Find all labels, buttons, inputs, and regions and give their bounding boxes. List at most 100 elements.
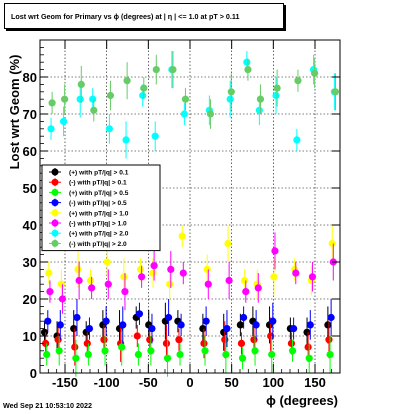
data-point [119, 321, 127, 329]
data-point [57, 280, 65, 288]
data-point [255, 106, 263, 114]
data-point [100, 336, 108, 344]
data-point [243, 58, 251, 66]
data-point [244, 66, 252, 74]
data-point [201, 347, 209, 355]
data-point [89, 95, 97, 103]
data-point [268, 350, 276, 359]
legend-label: (-) with pT/|q| > 0.5 [69, 200, 127, 207]
y-tick-label: 10 [23, 329, 37, 344]
data-point [103, 258, 111, 266]
data-point [272, 91, 280, 100]
data-point [135, 310, 144, 318]
data-point [222, 350, 230, 359]
data-point [59, 117, 68, 125]
legend-marker [51, 188, 59, 196]
x-axis-label: ϕ (degrees) [266, 393, 338, 408]
x-tick-label: -150 [52, 375, 78, 390]
data-point [269, 317, 277, 325]
data-point [306, 321, 314, 329]
data-point [176, 350, 184, 359]
data-point [327, 313, 335, 322]
x-tick-label: 150 [304, 375, 326, 390]
data-point [71, 343, 79, 351]
legend-box [41, 164, 161, 252]
data-point [122, 136, 130, 144]
x-tick-label: -100 [94, 375, 120, 390]
data-point [240, 313, 248, 322]
data-point [75, 276, 83, 285]
data-point [251, 347, 259, 355]
data-point [303, 328, 311, 336]
data-point [150, 262, 158, 270]
legend-label: (+) with pT/|q| > 2.0 [69, 231, 129, 238]
data-point [177, 321, 185, 329]
data-point [167, 265, 175, 273]
data-point [304, 343, 312, 351]
data-point [90, 106, 98, 114]
data-point [179, 269, 187, 277]
data-point [238, 354, 247, 362]
data-point [152, 66, 160, 74]
data-point [328, 239, 336, 248]
data-point [226, 95, 234, 103]
data-point [48, 99, 56, 107]
data-point [105, 125, 113, 133]
data-point [293, 136, 301, 144]
y-axis-label: Lost wrt Geom (%) [7, 55, 22, 170]
data-point [203, 265, 211, 273]
data-point [162, 339, 171, 347]
data-point [61, 95, 69, 103]
data-point [204, 280, 212, 288]
data-point [120, 273, 128, 281]
legend-label: (+) with pT/|q| > 0.5 [69, 190, 129, 197]
data-point [273, 84, 281, 92]
data-point [227, 88, 235, 96]
y-tick-label: 70 [23, 107, 37, 122]
y-tick-label: 60 [23, 144, 37, 159]
data-point [133, 332, 141, 340]
data-point [136, 265, 145, 273]
data-point [294, 77, 302, 85]
data-point [180, 110, 188, 118]
data-point [252, 321, 260, 329]
y-tick-label: 0 [30, 366, 37, 381]
data-point [83, 339, 91, 347]
data-point [44, 317, 52, 325]
data-point [88, 284, 96, 292]
data-point [85, 325, 94, 333]
data-point [237, 339, 246, 347]
y-tick-label: 30 [23, 255, 37, 270]
x-tick-label: -50 [139, 375, 158, 390]
data-point [151, 132, 159, 140]
data-point [45, 269, 53, 277]
title-box: Lost wrt Geom for Primary vs ϕ (degrees)… [4, 3, 284, 29]
y-tick-label: 40 [23, 218, 37, 233]
x-tick-label: 50 [224, 375, 238, 390]
data-point [147, 347, 155, 355]
data-point [181, 95, 190, 103]
data-point [331, 88, 340, 96]
data-point [72, 354, 80, 362]
data-point [118, 343, 126, 351]
data-point [325, 336, 333, 344]
legend-marker [51, 168, 59, 176]
data-point [56, 321, 64, 329]
data-point [139, 91, 147, 100]
data-point [58, 295, 67, 303]
data-point [55, 347, 63, 355]
legend-marker [51, 239, 59, 247]
data-point [148, 325, 156, 333]
data-point [287, 339, 296, 347]
data-point [166, 280, 174, 288]
data-point [288, 347, 297, 355]
legend-marker [51, 219, 59, 227]
data-point [104, 280, 112, 288]
y-tick-label: 50 [23, 181, 37, 196]
data-point [86, 276, 95, 285]
data-point [106, 91, 115, 100]
data-point [254, 284, 262, 292]
legend-marker [51, 178, 59, 186]
data-point [121, 288, 129, 296]
